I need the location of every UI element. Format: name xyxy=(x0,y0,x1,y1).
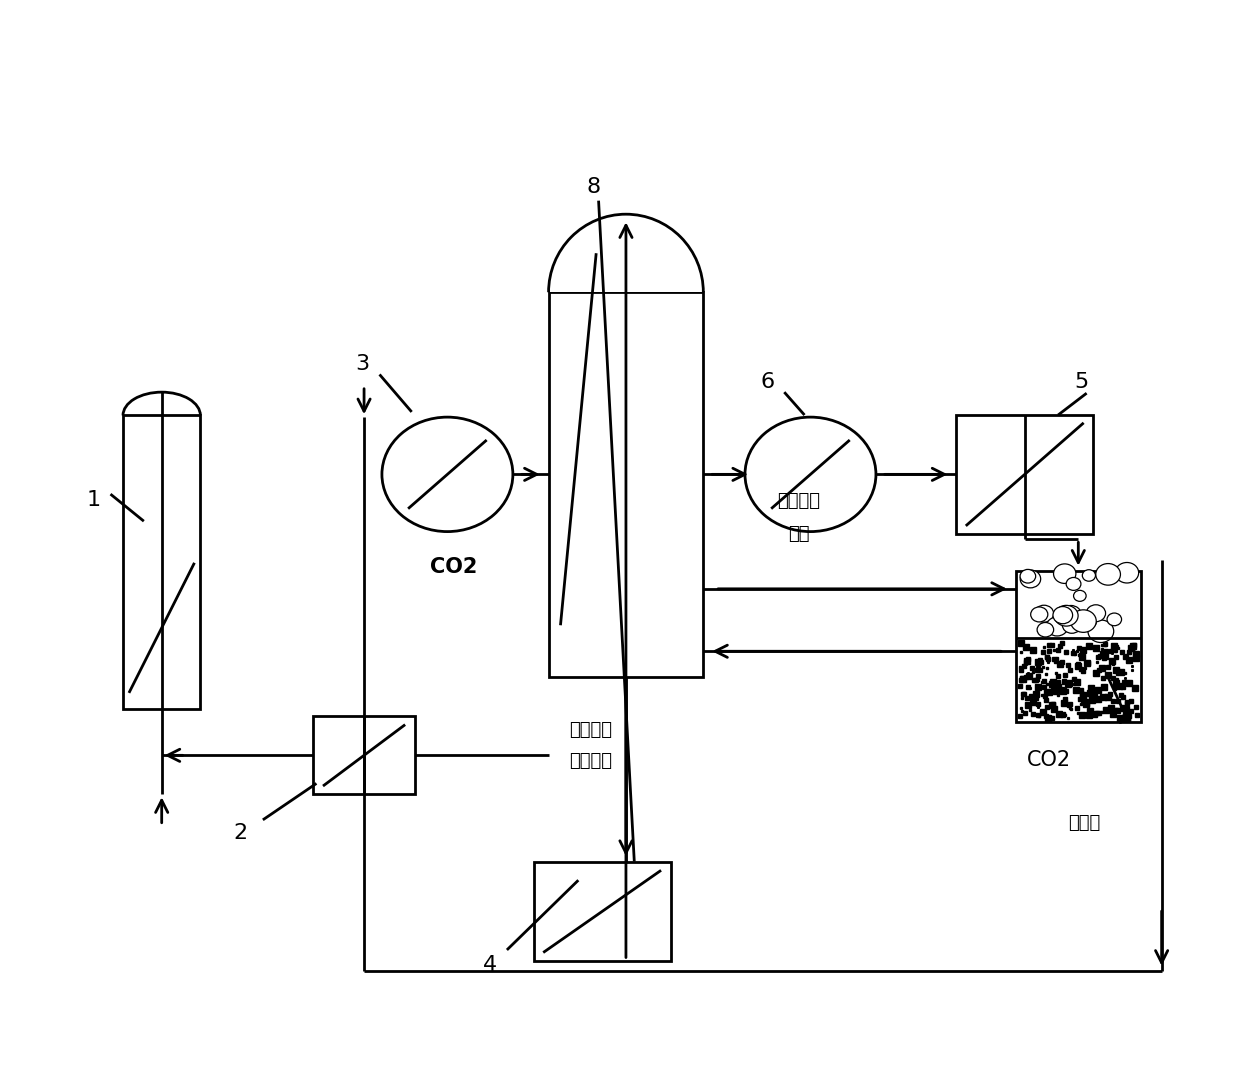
Text: CO2: CO2 xyxy=(1027,750,1070,770)
Text: 2: 2 xyxy=(233,823,247,842)
Text: 5: 5 xyxy=(1075,372,1089,392)
Circle shape xyxy=(1083,570,1095,581)
Text: 粗品: 粗品 xyxy=(787,525,810,543)
Circle shape xyxy=(1047,617,1068,636)
Text: 7: 7 xyxy=(1114,708,1128,728)
Circle shape xyxy=(1107,614,1121,625)
Circle shape xyxy=(1063,617,1081,633)
Text: 脂肪醇: 脂肪醇 xyxy=(1068,814,1100,833)
Circle shape xyxy=(1037,622,1054,637)
Text: 8: 8 xyxy=(587,178,601,197)
Bar xyxy=(314,717,414,795)
Circle shape xyxy=(1054,605,1078,627)
Text: 3: 3 xyxy=(356,354,370,374)
Circle shape xyxy=(1070,610,1096,632)
Circle shape xyxy=(1096,564,1121,585)
Circle shape xyxy=(1060,606,1081,623)
Text: 烷基糖苷: 烷基糖苷 xyxy=(569,721,611,738)
Circle shape xyxy=(1074,591,1086,602)
Circle shape xyxy=(382,417,513,531)
Circle shape xyxy=(1115,563,1138,583)
Text: 4: 4 xyxy=(484,955,497,975)
Bar xyxy=(533,862,671,960)
Bar xyxy=(123,415,201,709)
Circle shape xyxy=(1087,620,1114,643)
Bar xyxy=(549,209,702,293)
Circle shape xyxy=(1053,607,1073,623)
Circle shape xyxy=(1034,605,1054,622)
Circle shape xyxy=(1021,570,1040,588)
Bar xyxy=(1016,570,1141,722)
Text: 液态纯品: 液态纯品 xyxy=(569,751,611,770)
Circle shape xyxy=(1054,564,1076,583)
Bar xyxy=(548,293,703,678)
Text: 6: 6 xyxy=(760,372,775,392)
Circle shape xyxy=(1030,607,1048,622)
Circle shape xyxy=(745,417,875,531)
Circle shape xyxy=(1066,578,1081,591)
Circle shape xyxy=(1086,605,1106,622)
Text: 1: 1 xyxy=(87,490,100,509)
Bar xyxy=(956,414,1094,534)
Circle shape xyxy=(1021,569,1035,583)
Text: 烷基糖苷: 烷基糖苷 xyxy=(777,491,820,509)
Text: CO2: CO2 xyxy=(429,557,477,577)
Circle shape xyxy=(1083,617,1096,629)
Circle shape xyxy=(1084,617,1096,628)
